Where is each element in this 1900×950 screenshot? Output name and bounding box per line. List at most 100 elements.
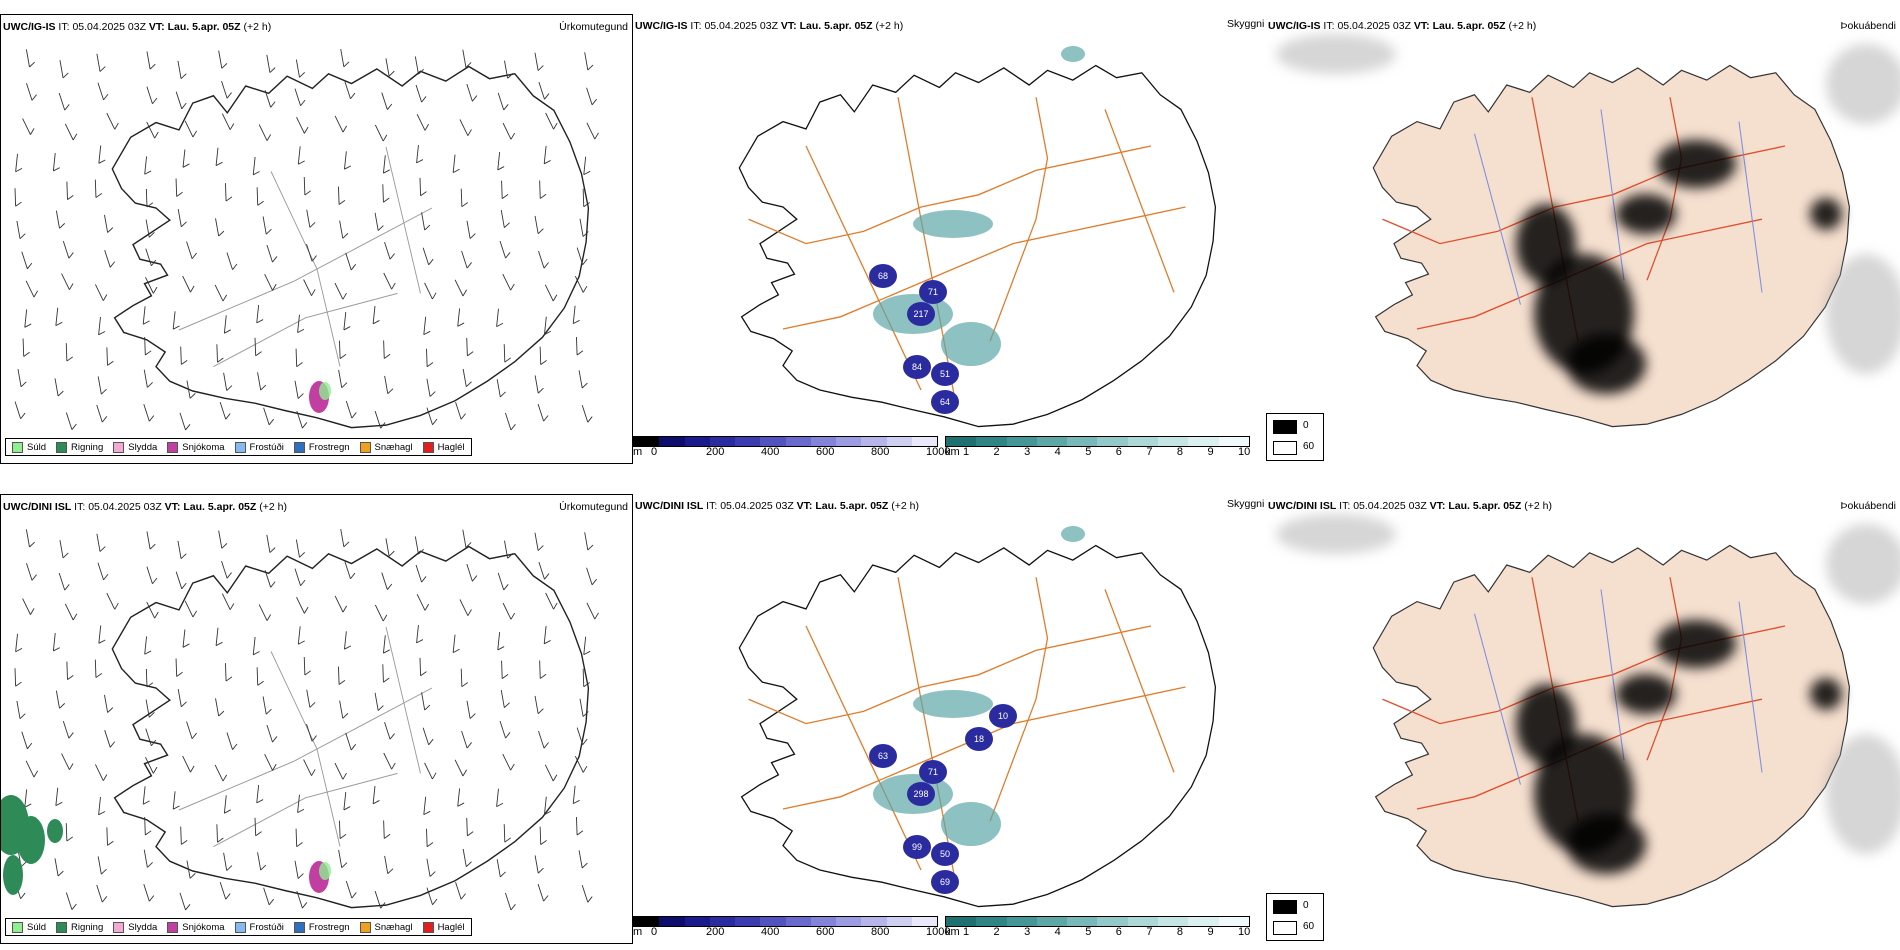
- wind-barb: [14, 401, 26, 419]
- colorbar-tick: 10: [1238, 446, 1251, 458]
- wind-barb: [266, 54, 276, 73]
- wind-barb: [21, 731, 33, 750]
- wind-barb: [579, 218, 589, 237]
- wind-barb: [182, 275, 195, 293]
- colorbar-segment: [946, 917, 977, 926]
- wind-barb: [423, 796, 431, 816]
- wind-barb: [416, 594, 430, 611]
- wind-barb: [582, 188, 590, 208]
- colorbar-tick: 1000: [926, 926, 951, 938]
- wind-barb: [95, 284, 108, 301]
- legend-item: Frostúði: [234, 921, 284, 933]
- wind-barb: [218, 530, 228, 549]
- colorbar-tick: 8: [1176, 446, 1183, 458]
- wind-barb: [338, 666, 346, 685]
- wind-barb: [297, 794, 305, 814]
- wind-barb: [424, 282, 437, 300]
- wind-barb: [221, 560, 232, 579]
- wind-barb: [372, 785, 380, 805]
- wind-barb: [294, 88, 306, 107]
- wind-barb: [461, 730, 472, 749]
- wind-barb: [343, 311, 351, 331]
- wind-barb: [538, 730, 549, 749]
- fog-area: [1616, 674, 1676, 714]
- wind-barb: [172, 791, 180, 810]
- colorbar-segment: [911, 917, 937, 926]
- fog-area: [1616, 194, 1676, 234]
- wind-barb: [334, 282, 347, 300]
- wind-barb: [574, 276, 588, 293]
- wind-barb: [384, 375, 394, 394]
- colorbar-tick: 4: [1054, 926, 1061, 938]
- wind-barb: [65, 343, 73, 362]
- wind-barb: [257, 372, 267, 391]
- wind-barb: [579, 698, 589, 717]
- wind-barb: [501, 660, 509, 679]
- fog-area: [1656, 620, 1736, 668]
- wind-barb: [215, 147, 223, 167]
- wind-barb: [263, 407, 275, 426]
- wind-barb: [426, 378, 436, 397]
- cloud-base-label: 63: [878, 751, 888, 761]
- legend-label: Haglél: [437, 441, 465, 453]
- cloud-visibility-panel-2: UWC/DINI ISL IT: 05.04.2025 03Z VT: Lau.…: [633, 494, 1266, 944]
- legend-item: Frostregn: [293, 441, 350, 453]
- wind-barb: [534, 532, 544, 551]
- river: [1600, 109, 1625, 281]
- legend-item: Snjókoma: [167, 921, 225, 933]
- road: [805, 145, 922, 391]
- wind-barb: [537, 883, 549, 902]
- colorbar-segment: [659, 437, 685, 446]
- panel-header: UWC/IG-IS IT: 05.04.2025 03Z VT: Lau. 5.…: [635, 20, 904, 32]
- wind-barb: [184, 120, 198, 138]
- colorbar-tick: 1000: [926, 446, 951, 458]
- cloud-base-colorbar: m 0 200 400 600 800 1000: [633, 436, 950, 460]
- colorbar-tick: 6: [1115, 446, 1122, 458]
- wind-barb: [144, 337, 152, 356]
- wind-barb: [502, 122, 516, 140]
- colorbar-tick: 200: [706, 926, 725, 938]
- wind-barb: [504, 60, 514, 79]
- low-visibility-area: [1061, 46, 1085, 62]
- colorbar-segment: [1036, 437, 1068, 446]
- wind-barb: [544, 284, 558, 302]
- wind-barb: [345, 732, 357, 751]
- wind-barb: [502, 753, 515, 771]
- wind-barb: [504, 412, 516, 431]
- wind-barb: [177, 208, 187, 228]
- wind-barb: [256, 304, 264, 324]
- wind-barb: [26, 83, 37, 101]
- legend-swatch: [293, 441, 305, 453]
- wind-barb: [104, 250, 116, 268]
- wind-barb: [496, 859, 506, 878]
- precip-legend: Súld Rigning Slydda Snjókoma Frostúði Frostre…: [5, 918, 472, 936]
- legend-label: Rigning: [71, 441, 104, 453]
- colorbar-segment: [760, 917, 786, 926]
- cloud-base-label: 10: [998, 711, 1008, 721]
- wind-barb: [340, 528, 350, 548]
- wind-barb: [374, 410, 386, 429]
- wind-barb: [543, 145, 551, 165]
- colorbar-segment: [709, 437, 735, 446]
- colorbar-unit: km: [945, 926, 960, 938]
- wind-barb: [578, 850, 588, 869]
- road: [805, 625, 922, 871]
- wind-barb: [466, 83, 478, 102]
- wind-barb: [372, 305, 380, 325]
- wind-barb: [97, 82, 109, 101]
- fog-area: [1810, 678, 1842, 710]
- wind-barb: [582, 668, 590, 688]
- legend-item: Slydda: [113, 921, 157, 933]
- wind-barb: [177, 540, 187, 560]
- wind-barb: [175, 571, 187, 590]
- wind-barb: [145, 188, 154, 208]
- wind-barb: [256, 667, 264, 686]
- wind-barb: [586, 87, 597, 106]
- colorbar-segment: [886, 917, 912, 926]
- colorbar-tick: 400: [761, 926, 780, 938]
- legend-swatch: [422, 441, 434, 453]
- wind-barb: [303, 759, 316, 776]
- iceland-map: 63 71 298 99 50 69 18 10: [738, 526, 1217, 908]
- wind-barb: [306, 243, 317, 262]
- cloud-base-label: 298: [913, 789, 928, 799]
